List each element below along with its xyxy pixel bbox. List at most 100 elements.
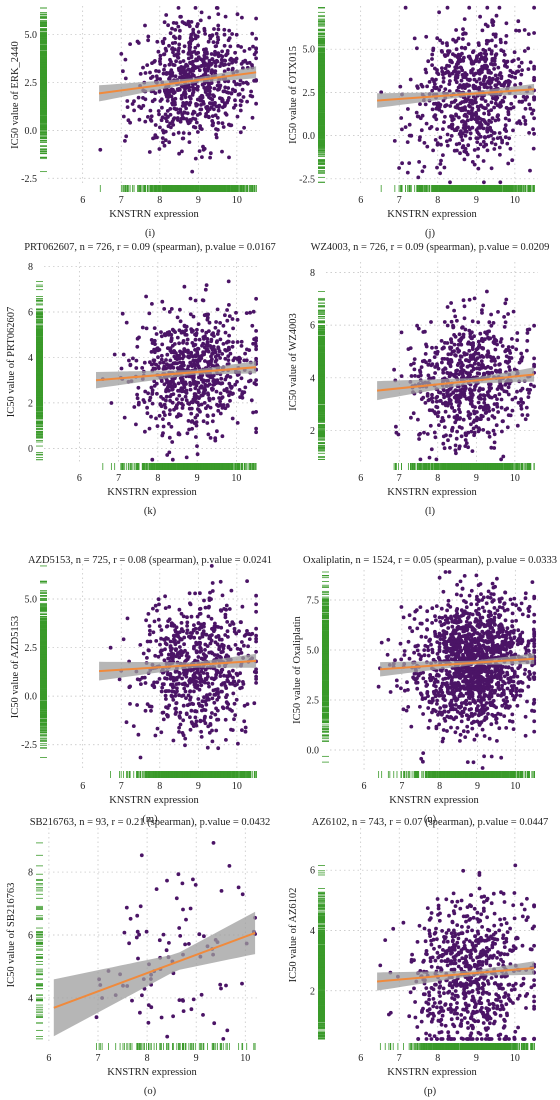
data-point [516,19,521,24]
data-point [171,21,176,25]
data-point [392,139,397,143]
data-point [514,28,518,33]
data-point [458,65,463,70]
data-point [481,126,486,131]
data-point [193,45,198,50]
y-tick-label: 5.0 [303,45,316,56]
data-point [437,10,441,15]
data-point [478,57,483,62]
data-point [528,106,533,111]
data-point [452,148,457,153]
data-point [172,116,177,120]
data-point [450,71,455,76]
data-point [500,138,504,143]
data-point [435,68,439,72]
data-point [489,166,494,171]
data-point [180,74,185,79]
data-point [440,41,445,45]
data-point [456,36,461,41]
data-point [221,125,226,129]
data-point [416,175,421,180]
data-point [477,77,482,81]
data-point [195,22,200,26]
data-point [124,134,129,139]
data-point [490,38,494,43]
data-point [498,101,503,106]
data-point [501,83,506,88]
data-point [490,116,495,121]
data-point [510,70,515,75]
data-point [235,82,240,86]
data-point [154,69,158,73]
data-point [438,38,442,43]
data-point [158,53,163,58]
data-point [227,155,231,160]
data-point [173,40,178,45]
data-point [448,104,453,108]
regression-line [377,88,535,102]
data-point [177,42,182,47]
data-point [426,59,431,64]
data-point [474,100,478,105]
data-point [496,117,501,122]
data-point [212,107,216,112]
data-point [254,78,258,83]
data-point [482,111,486,116]
data-point [466,143,471,148]
data-point [461,37,465,41]
data-point [239,45,244,49]
data-point [176,24,181,29]
data-point [479,123,484,127]
regression-line [98,71,257,95]
data-point [210,33,215,38]
data-point [416,86,420,90]
data-point [503,126,507,131]
data-point [235,114,240,119]
data-point [491,32,496,37]
data-point [470,111,475,116]
data-point [445,143,450,148]
data-point [531,108,536,113]
data-point [180,149,184,154]
data-point [424,34,429,39]
data-point [230,60,235,65]
data-point [430,63,434,67]
data-point [432,85,437,90]
rug-y [40,7,47,173]
data-point [187,88,192,93]
data-point [128,42,133,46]
data-point [174,107,178,112]
data-point [132,108,137,113]
data-point [439,158,443,163]
data-point [146,34,151,39]
data-point [161,128,165,133]
data-point [164,13,169,17]
data-point [211,93,216,98]
data-point [463,105,467,110]
data-point [461,27,465,31]
data-point [526,67,531,71]
data-point [213,64,218,68]
data-point [532,116,536,121]
data-point [520,68,524,72]
data-point [200,155,204,160]
data-point [172,63,177,67]
data-point [167,43,171,48]
data-point [496,80,501,85]
data-point [189,38,194,43]
data-point [196,84,200,89]
data-point [150,61,154,65]
data-point [222,32,227,37]
data-point [513,83,517,87]
data-point [141,65,145,70]
data-point [432,115,437,119]
data-point [160,105,164,110]
data-point [119,52,124,56]
data-point [455,125,460,130]
data-point [214,127,218,131]
data-point [417,138,422,142]
data-point [165,109,170,113]
data-point [493,73,498,78]
rug-x [99,185,257,192]
data-point [462,31,467,35]
